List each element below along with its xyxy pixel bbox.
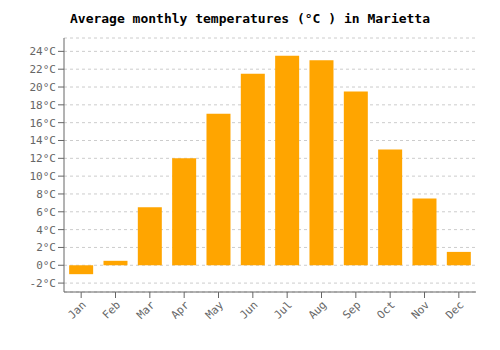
svg-text:May: May bbox=[203, 298, 227, 322]
html-text:Average monthly temperatures (: Average monthly temperatures (°C ) in Ma… bbox=[70, 11, 430, 26]
svg-text:Feb: Feb bbox=[100, 298, 123, 321]
svg-text:6°C: 6°C bbox=[36, 206, 56, 219]
svg-text:Jun: Jun bbox=[237, 298, 260, 321]
svg-text:8°C: 8°C bbox=[36, 188, 56, 201]
svg-text:Dec: Dec bbox=[443, 298, 466, 321]
svg-text:10°C: 10°C bbox=[30, 170, 57, 183]
svg-text:24°C: 24°C bbox=[30, 45, 57, 58]
svg-text:Jul: Jul bbox=[272, 298, 295, 321]
svg-text:0°C: 0°C bbox=[36, 259, 56, 272]
svg-text:Mar: Mar bbox=[134, 298, 158, 322]
svg-text:Apr: Apr bbox=[169, 298, 193, 322]
svg-text:18°C: 18°C bbox=[30, 99, 57, 112]
svg-text:Nov: Nov bbox=[409, 298, 433, 322]
svg-text:Oct: Oct bbox=[375, 298, 398, 321]
svg-text:2°C: 2°C bbox=[36, 241, 56, 254]
svg-text:4°C: 4°C bbox=[36, 224, 56, 237]
svg-text:20°C: 20°C bbox=[30, 81, 57, 94]
svg-text:12°C: 12°C bbox=[30, 152, 57, 165]
svg-text:Aug: Aug bbox=[306, 298, 329, 321]
svg-text:-2°C: -2°C bbox=[30, 277, 57, 290]
svg-text:16°C: 16°C bbox=[30, 117, 57, 130]
svg-text:Sep: Sep bbox=[340, 298, 363, 321]
svg-text:Jan: Jan bbox=[66, 298, 89, 321]
svg-text:22°C: 22°C bbox=[30, 63, 57, 76]
svg-text:14°C: 14°C bbox=[30, 134, 57, 147]
